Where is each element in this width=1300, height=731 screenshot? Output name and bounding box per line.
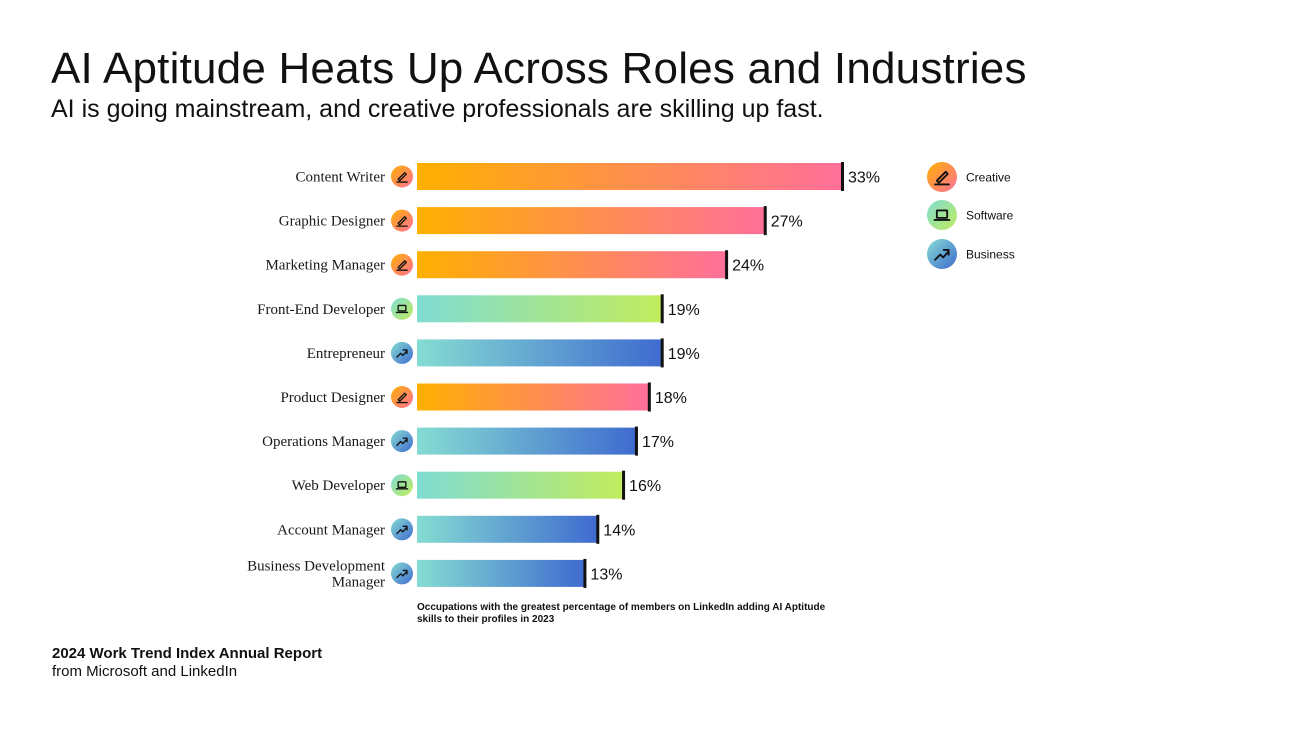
category-icon xyxy=(391,253,413,276)
bar-row: 17% Operations Manager xyxy=(262,426,674,456)
data-label: 14% xyxy=(603,522,635,539)
bar xyxy=(417,383,649,411)
bar xyxy=(417,471,624,499)
bar-end-marker xyxy=(583,558,587,588)
legend-item: Business xyxy=(927,239,1015,269)
bar-end-marker xyxy=(660,294,664,324)
trend-up-icon xyxy=(927,239,957,269)
bar-end-marker xyxy=(634,426,638,456)
bar xyxy=(417,295,662,323)
data-label: 18% xyxy=(655,390,687,407)
data-label: 24% xyxy=(732,258,764,275)
legend-label: Business xyxy=(966,248,1015,262)
category-label: Marketing Manager xyxy=(265,258,385,274)
bar-end-marker xyxy=(763,206,767,236)
page-subtitle: AI is going mainstream, and creative pro… xyxy=(51,95,824,123)
category-icon xyxy=(391,474,413,497)
report-title: 2024 Work Trend Index Annual Report xyxy=(52,645,323,662)
legend-item: Creative xyxy=(927,162,1011,192)
bar-end-marker xyxy=(725,250,729,280)
category-label: Web Developer xyxy=(292,478,385,494)
report-source: from Microsoft and LinkedIn xyxy=(52,663,238,680)
bar-end-marker xyxy=(841,162,844,191)
bar xyxy=(417,427,636,455)
chart-note-line: skills to their profiles in 2023 xyxy=(417,614,555,625)
category-icon xyxy=(391,562,413,585)
category-label: Content Writer xyxy=(295,170,385,186)
category-icon xyxy=(391,430,413,453)
category-icon xyxy=(391,165,413,188)
legend-item: Software xyxy=(927,200,1014,230)
page-title: AI Aptitude Heats Up Across Roles and In… xyxy=(51,44,1027,93)
pencil-icon xyxy=(927,162,957,192)
data-label: 19% xyxy=(668,346,700,363)
category-icon xyxy=(391,209,413,232)
chart-note: Occupations with the greatest percentage… xyxy=(417,602,826,625)
data-label: 27% xyxy=(771,214,803,231)
category-label: Operations Manager xyxy=(262,434,385,450)
data-label: 33% xyxy=(848,170,880,187)
chart-legend: Creative Software Business xyxy=(927,162,1015,269)
data-label: 19% xyxy=(668,302,700,319)
bar-row: 27% Graphic Designer xyxy=(279,206,803,236)
data-label: 13% xyxy=(590,566,622,583)
bar xyxy=(417,339,662,367)
category-label: Product Designer xyxy=(280,390,385,406)
chart-note-line: Occupations with the greatest percentage… xyxy=(417,602,826,613)
bar-row: 14% Account Manager xyxy=(277,514,635,544)
bar xyxy=(417,559,585,587)
bar xyxy=(417,251,727,279)
bar-row: 19% Entrepreneur xyxy=(307,338,700,368)
data-label: 17% xyxy=(642,434,674,451)
legend-label: Software xyxy=(966,209,1014,223)
bar xyxy=(417,515,598,543)
bar-row: 18% Product Designer xyxy=(280,382,687,412)
bar xyxy=(417,207,765,235)
category-label: Account Manager xyxy=(277,522,385,538)
category-icon xyxy=(391,386,413,408)
category-label: Front-End Developer xyxy=(257,302,385,318)
bar-end-marker xyxy=(647,382,651,412)
category-label: Graphic Designer xyxy=(279,214,385,230)
bar-row: 24% Marketing Manager xyxy=(265,250,764,280)
category-icon xyxy=(391,297,413,320)
bar-row: 19% Front-End Developer xyxy=(257,294,700,324)
bar-end-marker xyxy=(622,470,626,500)
bar-row: 16% Web Developer xyxy=(292,470,661,500)
bar-row: 13% Business Development Manager xyxy=(247,558,622,590)
category-icon xyxy=(391,341,413,364)
bar-end-marker xyxy=(660,338,664,368)
bar-row: 33% Content Writer xyxy=(295,162,880,191)
bar-end-marker xyxy=(596,514,600,544)
bar xyxy=(417,163,842,190)
data-label: 16% xyxy=(629,478,661,495)
category-label: Business Development Manager xyxy=(247,558,386,590)
category-icon xyxy=(391,518,413,541)
laptop-icon xyxy=(927,200,957,230)
category-label: Entrepreneur xyxy=(307,346,385,362)
legend-label: Creative xyxy=(966,171,1011,185)
